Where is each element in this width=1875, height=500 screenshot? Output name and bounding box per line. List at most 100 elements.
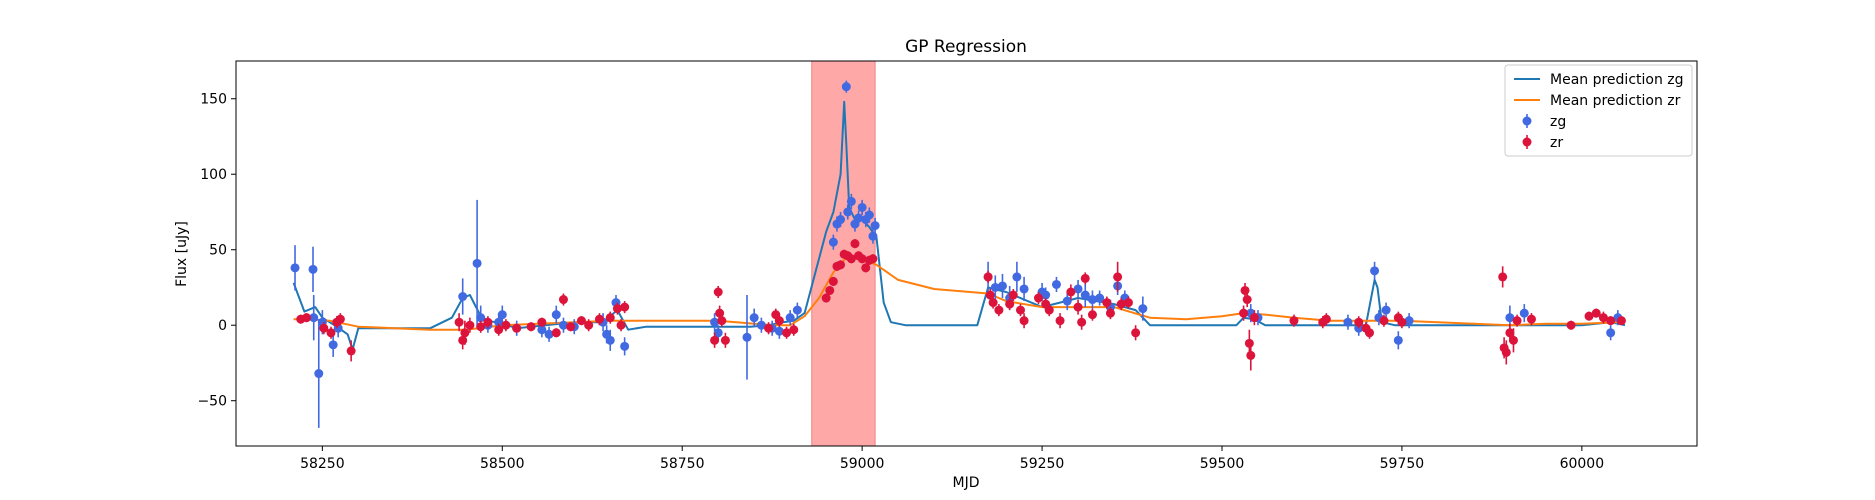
data-point-zr xyxy=(319,323,329,333)
data-point-zg xyxy=(1051,279,1061,289)
data-point-zg xyxy=(792,305,802,315)
data-point-zg xyxy=(1138,304,1148,314)
data-point-zg xyxy=(742,332,752,342)
data-point-zr xyxy=(1512,316,1522,326)
data-point-zr xyxy=(1379,316,1389,326)
data-point-zr xyxy=(715,308,725,318)
data-point-zr xyxy=(551,328,561,338)
data-point-zr xyxy=(326,328,336,338)
data-point-zr xyxy=(1123,298,1133,308)
legend-label: zr xyxy=(1550,135,1563,151)
data-point-zg xyxy=(290,263,300,273)
data-point-zg xyxy=(1087,295,1097,305)
data-point-zr xyxy=(861,263,871,273)
legend-label: Mean prediction zr xyxy=(1550,93,1681,109)
data-point-zg xyxy=(857,202,867,212)
data-point-zr xyxy=(1606,316,1616,326)
series-line-mean-prediction-zg xyxy=(292,100,1626,351)
x-tick-label: 58500 xyxy=(480,456,525,472)
data-point-zr xyxy=(1113,272,1123,282)
data-point-zr xyxy=(605,313,615,323)
y-tick-label: 100 xyxy=(200,167,227,183)
data-point-zr xyxy=(1080,273,1090,283)
y-axis-label: Flux [uJy] xyxy=(174,221,190,287)
series-line-mean-prediction-zr xyxy=(293,254,1618,331)
data-point-zg xyxy=(472,258,482,268)
legend-marker-swatch xyxy=(1522,116,1532,126)
data-point-zr xyxy=(454,317,464,327)
data-point-zg xyxy=(1080,290,1090,300)
data-point-zr xyxy=(566,322,576,332)
data-point-zr xyxy=(483,317,493,327)
data-point-zr xyxy=(458,335,468,345)
data-point-zg xyxy=(1606,328,1616,338)
plot-frame xyxy=(235,60,1698,447)
data-point-zg xyxy=(309,313,319,323)
data-point-zr xyxy=(782,328,792,338)
data-point-zr xyxy=(1591,308,1601,318)
data-point-zr xyxy=(789,325,799,335)
data-point-zg xyxy=(997,281,1007,291)
data-point-zr xyxy=(850,239,860,249)
data-point-zr xyxy=(825,285,835,295)
data-point-zr xyxy=(612,304,622,314)
data-point-zr xyxy=(1505,328,1515,338)
data-point-zr xyxy=(1498,272,1508,282)
legend-label: Mean prediction zg xyxy=(1550,72,1684,88)
axes: 58250 58500 58750 59000 59250 59500 59750 60000… xyxy=(197,60,1698,472)
data-point-zr xyxy=(465,320,475,330)
data-point-zg xyxy=(990,282,1000,292)
data-point-zg xyxy=(494,317,504,327)
data-point-zr xyxy=(1240,285,1250,295)
data-point-zr xyxy=(764,323,774,333)
data-point-zg xyxy=(605,335,615,345)
data-point-zr xyxy=(836,260,846,270)
data-point-zr xyxy=(1397,317,1407,327)
data-point-zg xyxy=(308,264,318,274)
y-tick-label: 150 xyxy=(200,92,227,108)
data-point-zg xyxy=(1393,335,1403,345)
data-point-zr xyxy=(616,320,626,330)
y-tick-label: −50 xyxy=(197,394,227,410)
data-point-zr xyxy=(1354,317,1364,327)
data-point-zg xyxy=(843,207,853,217)
data-point-zr xyxy=(717,316,727,326)
data-point-zg xyxy=(558,320,568,330)
data-point-zr xyxy=(1019,316,1029,326)
data-point-zg xyxy=(836,215,846,225)
data-point-zr xyxy=(1249,313,1259,323)
y-tick-label: 50 xyxy=(209,243,227,259)
data-point-zg xyxy=(749,313,759,323)
data-point-zg xyxy=(1519,308,1529,318)
data-point-zg xyxy=(537,325,547,335)
data-point-zr xyxy=(1246,350,1256,360)
data-point-zr xyxy=(1033,293,1043,303)
data-point-zr xyxy=(1289,316,1299,326)
data-point-zr xyxy=(983,272,993,282)
data-point-zr xyxy=(594,314,604,324)
data-point-zr xyxy=(526,322,536,332)
data-point-zg xyxy=(756,320,766,330)
data-point-zr xyxy=(720,335,730,345)
data-point-zr xyxy=(335,314,345,324)
data-point-zr xyxy=(1239,308,1249,318)
data-point-zg xyxy=(497,310,507,320)
data-point-zr xyxy=(988,298,998,308)
data-point-zr xyxy=(584,320,594,330)
data-point-zg xyxy=(314,369,324,379)
data-point-zr xyxy=(1073,302,1083,312)
legend-label: zg xyxy=(1550,114,1566,130)
data-point-zr xyxy=(1365,328,1375,338)
data-point-zr xyxy=(1131,328,1141,338)
data-point-zg xyxy=(1404,316,1414,326)
data-point-zr xyxy=(868,254,878,264)
data-point-zg xyxy=(870,221,880,231)
data-point-zg xyxy=(1343,317,1353,327)
x-tick-label: 60000 xyxy=(1560,456,1605,472)
y-tick-label: 0 xyxy=(218,318,227,334)
data-point-zg xyxy=(551,310,561,320)
data-point-zr xyxy=(1616,316,1626,326)
data-point-zg xyxy=(713,328,723,338)
data-point-zr xyxy=(501,320,511,330)
